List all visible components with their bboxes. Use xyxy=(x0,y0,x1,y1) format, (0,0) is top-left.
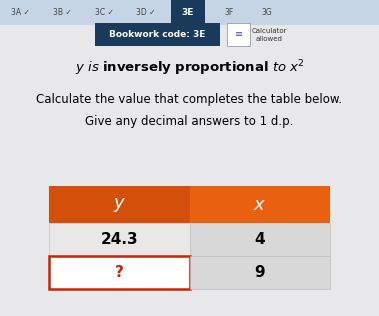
Text: $x$: $x$ xyxy=(253,196,266,214)
Text: 9: 9 xyxy=(254,265,265,280)
Text: 24.3: 24.3 xyxy=(100,232,138,247)
Text: 3C ✓: 3C ✓ xyxy=(95,8,114,17)
Text: 3F: 3F xyxy=(225,8,234,17)
Bar xyxy=(0,0,379,25)
Text: 3A ✓: 3A ✓ xyxy=(11,8,30,17)
Text: Calculator: Calculator xyxy=(251,28,287,34)
Text: 3D ✓: 3D ✓ xyxy=(136,8,156,17)
Bar xyxy=(190,223,330,256)
Text: ≡: ≡ xyxy=(235,29,243,40)
Text: $y$ is $\bf{inversely\ proportional}$ to $x^2$: $y$ is $\bf{inversely\ proportional}$ to… xyxy=(75,58,304,78)
Text: ?: ? xyxy=(115,265,124,280)
Text: 4: 4 xyxy=(254,232,265,247)
Bar xyxy=(227,23,250,46)
Text: Give any decimal answers to 1 d.p.: Give any decimal answers to 1 d.p. xyxy=(85,115,294,128)
Bar xyxy=(49,186,190,223)
Text: allowed: allowed xyxy=(256,36,282,42)
Text: 3G: 3G xyxy=(262,8,273,17)
Text: Bookwork code: 3E: Bookwork code: 3E xyxy=(109,30,205,39)
Bar xyxy=(190,186,330,223)
Text: 3B ✓: 3B ✓ xyxy=(53,8,72,17)
Bar xyxy=(190,256,330,289)
Bar xyxy=(49,223,190,256)
Bar xyxy=(49,256,190,289)
Text: Calculate the value that completes the table below.: Calculate the value that completes the t… xyxy=(36,93,343,106)
Bar xyxy=(171,0,205,24)
Bar xyxy=(95,23,220,46)
Text: 3E: 3E xyxy=(182,8,194,17)
Text: $y$: $y$ xyxy=(113,196,126,214)
